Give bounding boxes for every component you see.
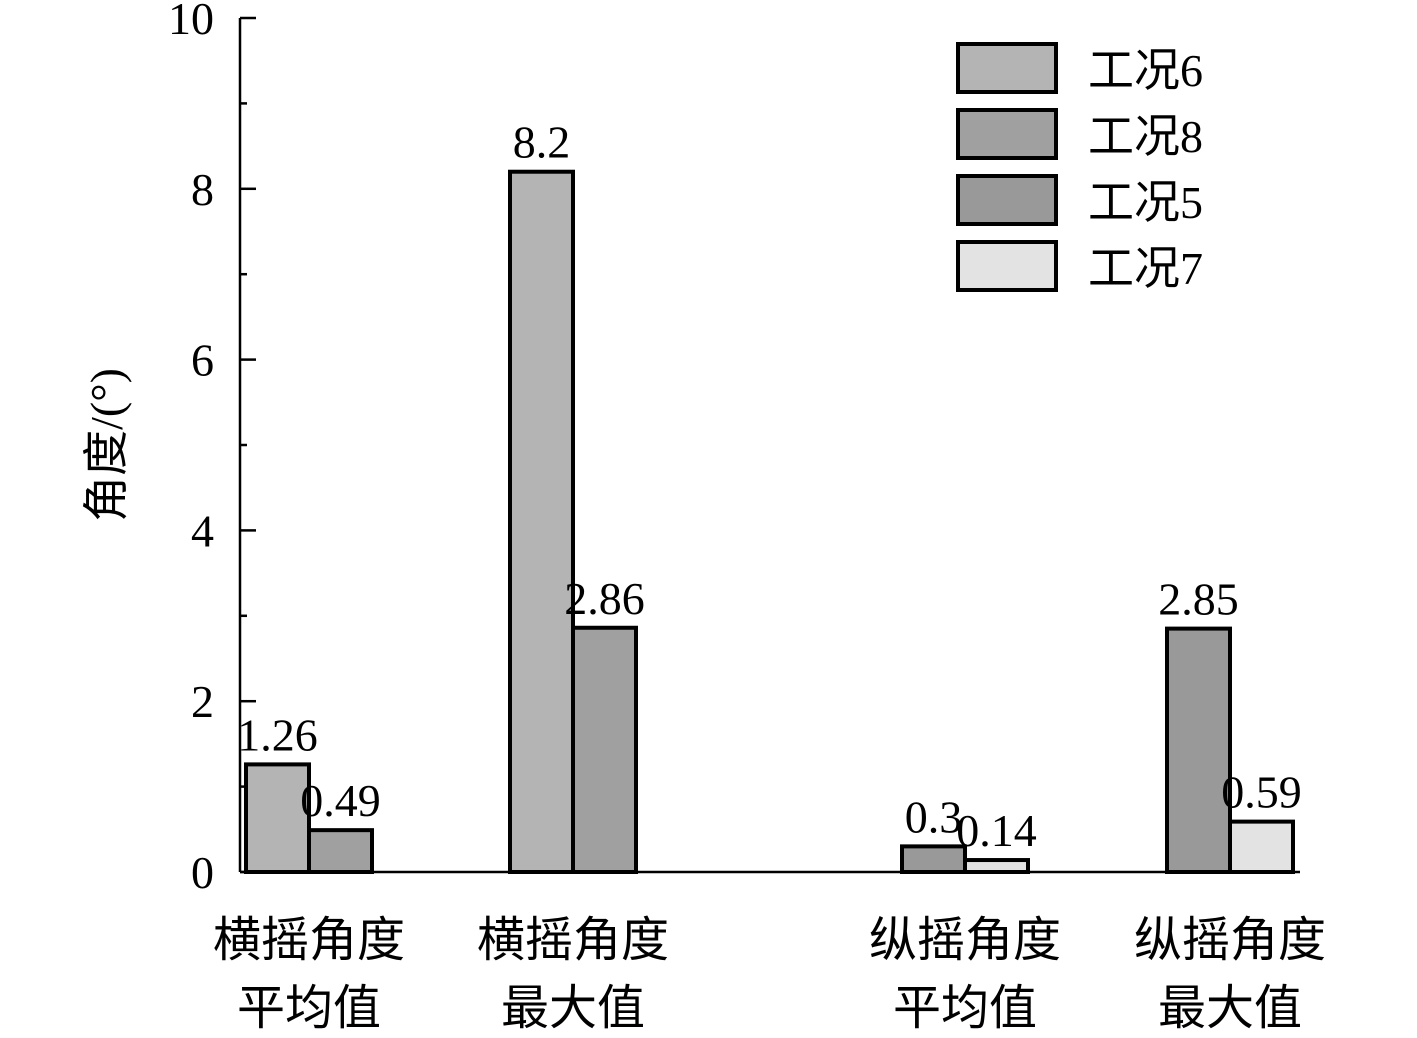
y-tick-label: 0 [191, 847, 214, 898]
legend-swatch [956, 42, 1058, 94]
bar-value-label: 2.86 [564, 573, 645, 624]
bar-value-label: 0.49 [300, 775, 381, 826]
bar-工况8 [571, 625, 638, 874]
y-tick-label: 8 [191, 164, 214, 215]
y-tick-label: 2 [191, 676, 214, 727]
y-tick-label: 6 [191, 335, 214, 386]
bar-工况6 [508, 169, 575, 875]
bar-value-label: 1.26 [237, 709, 318, 760]
bar-工况5 [1165, 626, 1232, 874]
axes-layer: 0 2 4 6 8 10 角度/(°) [81, 0, 1300, 898]
legend-swatch [956, 240, 1058, 292]
bar-工况8 [307, 828, 374, 874]
legend-label: 工况6 [1088, 45, 1203, 96]
bar-value-label: 2.85 [1158, 574, 1239, 625]
bar-工况7 [1228, 819, 1295, 875]
x-category-label: 横摇角度 [477, 914, 669, 967]
legend: 工况6 工况8 工况5 工况7 [956, 42, 1203, 294]
bar-工况6 [244, 762, 311, 874]
bar-value-label: 0.59 [1221, 767, 1302, 818]
legend-swatch [956, 174, 1058, 226]
x-category-label: 纵摇角度 [869, 914, 1061, 967]
legend-label: 工况5 [1088, 177, 1203, 228]
bar-value-label: 0.14 [956, 805, 1037, 856]
bar-value-label: 0.3 [905, 791, 963, 842]
x-category-label: 最大值 [1158, 982, 1302, 1033]
bars-layer [244, 169, 1295, 875]
y-tick-label: 10 [168, 0, 214, 44]
x-category-label: 纵摇角度 [1134, 914, 1326, 967]
y-tick-label: 4 [191, 505, 214, 556]
legend-label: 工况7 [1088, 243, 1203, 294]
x-category-label: 平均值 [893, 982, 1037, 1033]
x-category-label: 横摇角度 [213, 914, 405, 967]
y-axis-label: 角度/(°) [81, 368, 132, 522]
bar-工况7 [963, 858, 1030, 875]
x-category-label: 平均值 [237, 982, 381, 1033]
bar-value-label: 8.2 [513, 117, 571, 168]
legend-swatch [956, 108, 1058, 160]
x-category-label: 最大值 [501, 982, 645, 1033]
legend-label: 工况8 [1088, 111, 1203, 162]
